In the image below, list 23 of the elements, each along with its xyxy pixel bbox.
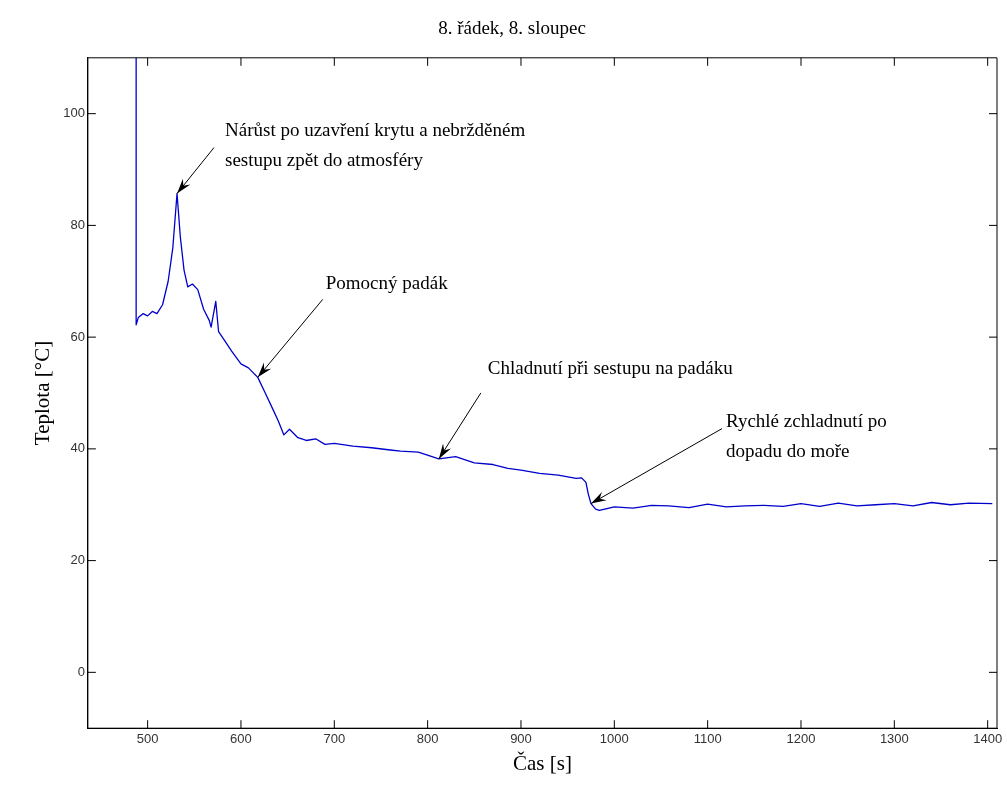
x-tick-label: 1400	[973, 730, 1003, 746]
x-tick-label: 1300	[879, 730, 909, 746]
x-tick-label: 700	[323, 730, 346, 746]
annotation: Pomocný padák	[325, 272, 449, 294]
y-tick-label: 40	[70, 440, 85, 456]
annotation: Nárůst po uzavření krytu a nebržděném sestupu zpět do atmosféry	[225, 118, 526, 170]
y-tick-label: 60	[70, 328, 85, 344]
x-tick-label: 600	[230, 730, 252, 746]
x-tick-label: 1200	[786, 730, 816, 746]
chart-title: 8. řádek, 8. sloupec	[438, 17, 586, 39]
y-tick-label: 100	[63, 105, 85, 121]
x-tick-label: 900	[510, 730, 532, 746]
y-tick-label: 0	[77, 663, 85, 679]
y-tick-label: 20	[70, 552, 85, 568]
x-tick-label: 800	[416, 730, 439, 746]
x-axis-title: Čas [s]	[512, 750, 572, 775]
x-tick-label: 1000	[599, 730, 629, 746]
y-tick-label: 80	[70, 216, 85, 232]
annotation: Chladnutí při sestupu na padáku	[487, 356, 734, 378]
x-tick-label: 1100	[693, 730, 722, 746]
x-tick-label: 500	[136, 730, 159, 746]
y-axis-title: Teplota [°C]	[30, 340, 55, 446]
annotation: Rychlé zchladnutí po dopadu do moře	[725, 409, 887, 461]
